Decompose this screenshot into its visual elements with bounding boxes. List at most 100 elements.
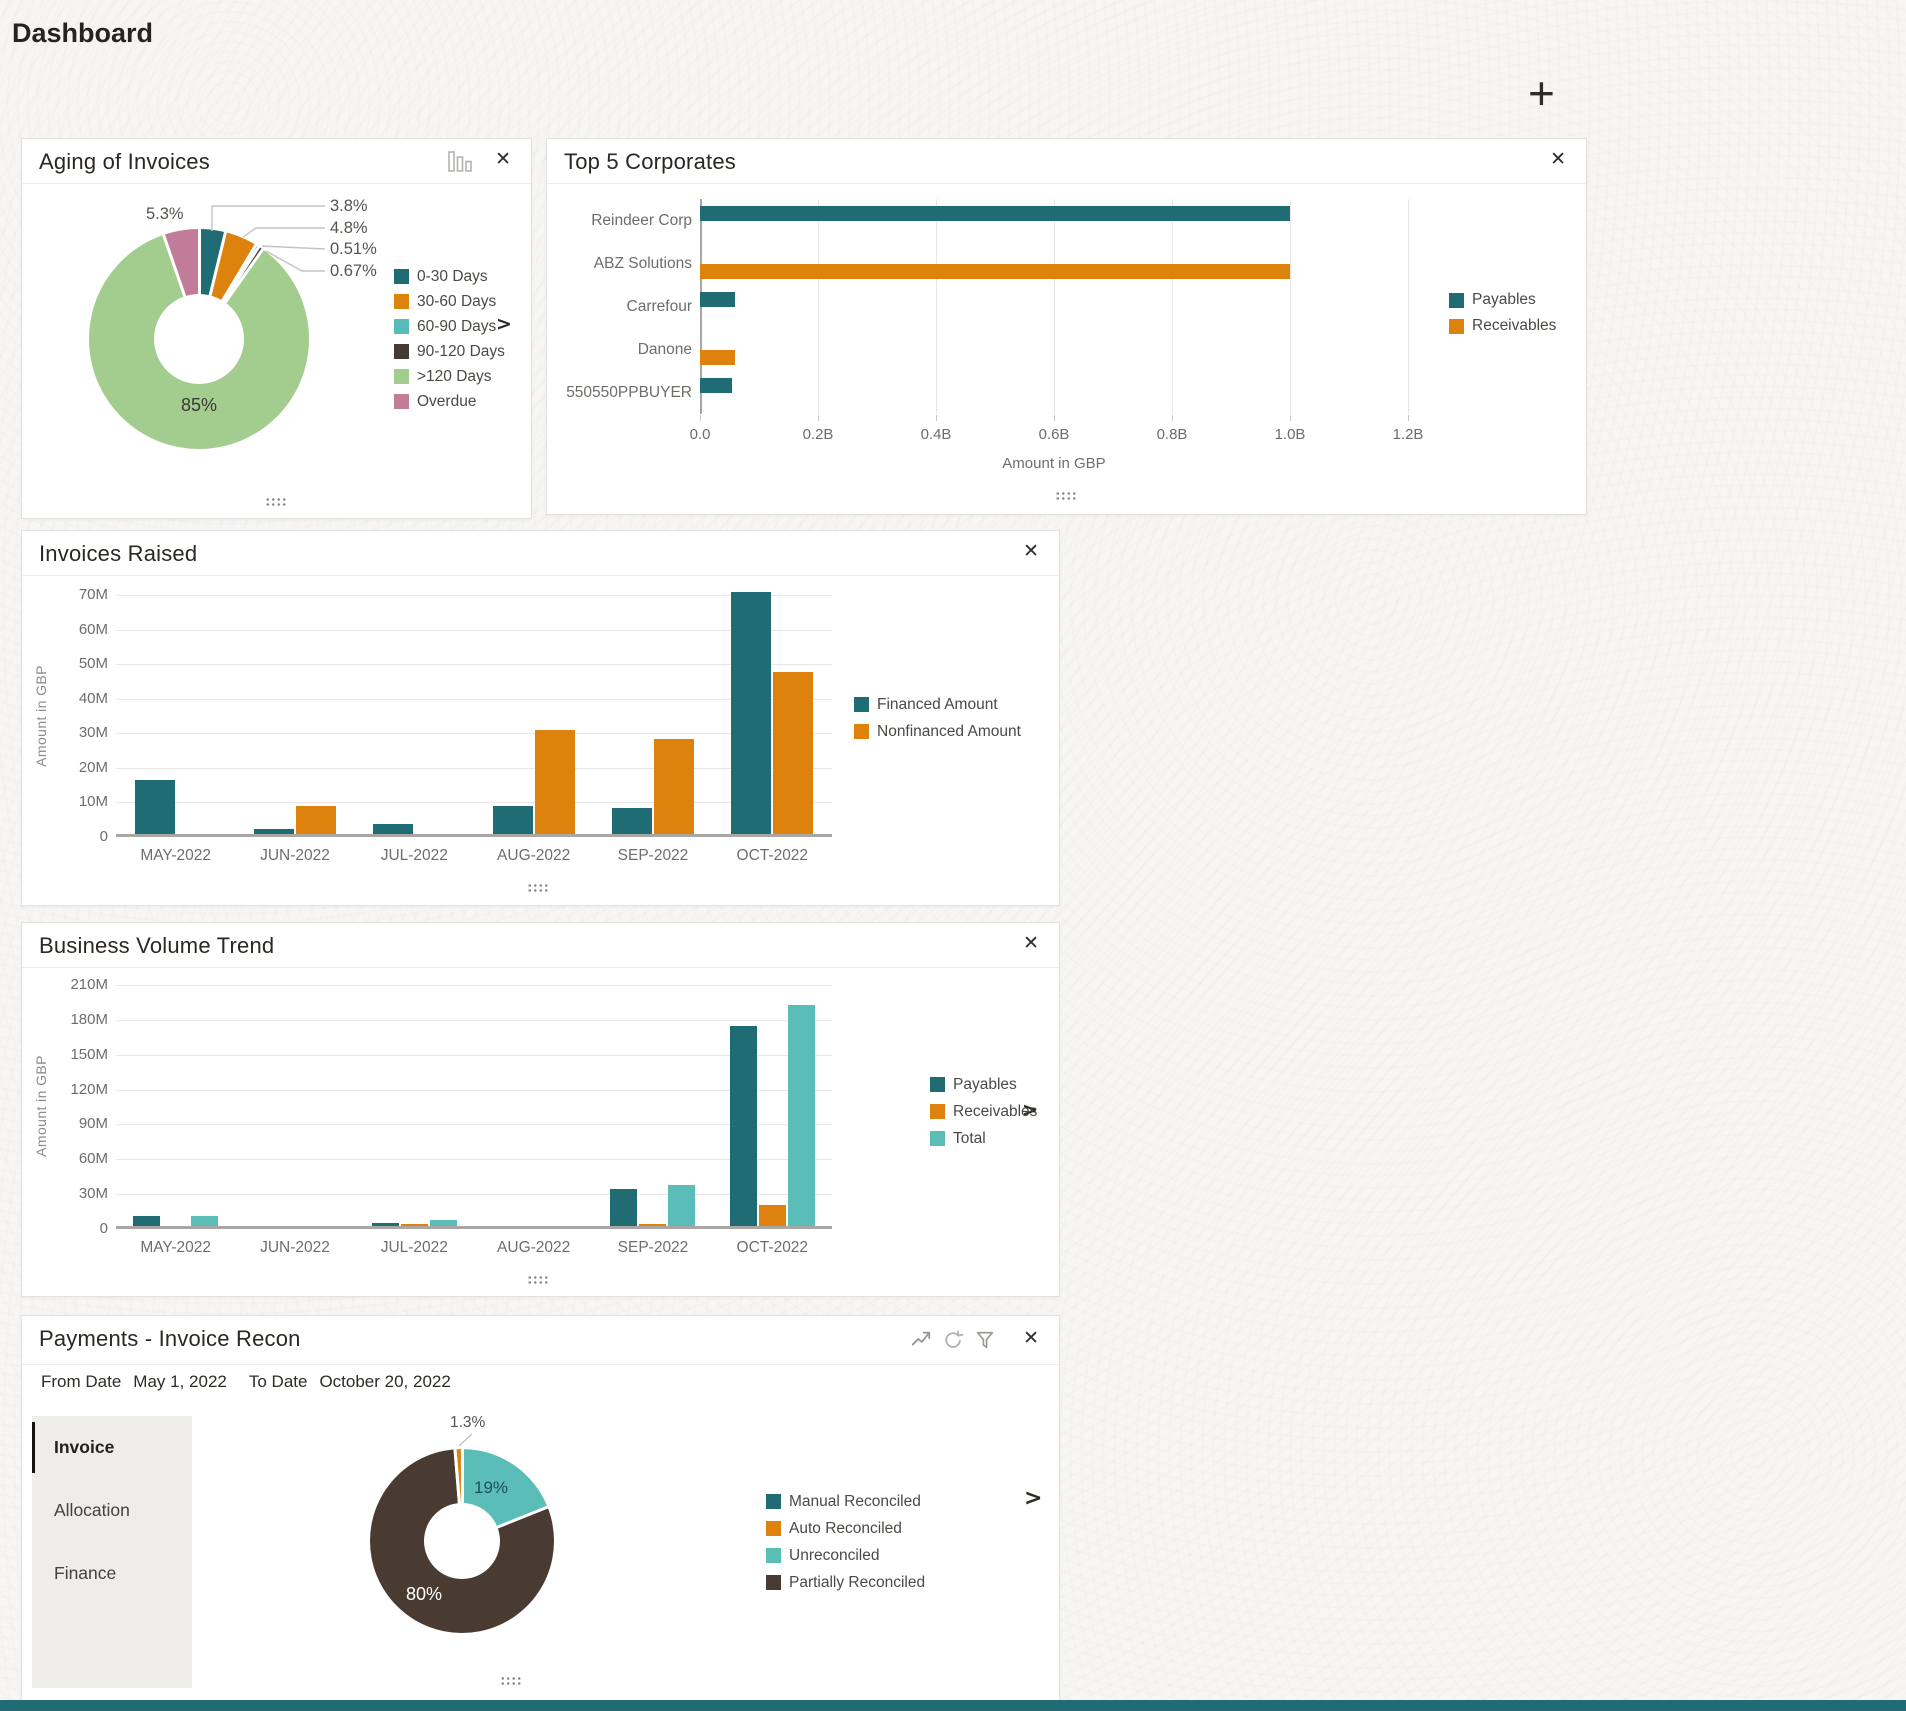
legend-item-overdue[interactable]: Overdue <box>394 389 505 414</box>
legend-item-payables[interactable]: Payables <box>1449 287 1556 313</box>
top5-bar-chart[interactable] <box>700 199 1409 414</box>
legend-item-partially-reconciled[interactable]: Partially Reconciled <box>766 1569 925 1596</box>
legend-item-90-120-days[interactable]: 90-120 Days <box>394 339 505 364</box>
bar-oct-2022-financed-amount[interactable] <box>731 592 772 834</box>
bar-550550ppbuyer-payables[interactable] <box>700 377 732 393</box>
aging-donut-chart[interactable] <box>89 229 309 449</box>
x-tick-label: 0.2B <box>802 426 834 443</box>
gridline <box>1408 199 1409 414</box>
add-widget-button[interactable]: + <box>1528 67 1555 119</box>
bar-jul-2022-payables[interactable] <box>371 1223 399 1226</box>
drag-handle[interactable] <box>527 1275 549 1285</box>
y-tick-label: 0 <box>99 1220 108 1237</box>
trend-line-icon[interactable] <box>909 1329 933 1356</box>
legend-next-chevron[interactable]: > <box>1022 1099 1038 1121</box>
legend-swatch <box>930 1077 945 1092</box>
legend-item-0-30-days[interactable]: 0-30 Days <box>394 264 505 289</box>
legend-label: Overdue <box>417 392 477 410</box>
close-icon[interactable]: ✕ <box>495 149 511 170</box>
legend-item-receivables[interactable]: Receivables <box>930 1098 1037 1125</box>
close-icon[interactable]: ✕ <box>1023 541 1039 562</box>
bar-oct-2022-nonfinanced-amount[interactable] <box>773 672 814 834</box>
card-invoices-raised: Invoices Raised ✕ Amount in GBP 70M 60M 50… <box>21 530 1060 906</box>
category-label-550550ppbuyer: 550550PPBUYER <box>566 383 692 401</box>
drag-handle[interactable] <box>265 497 287 507</box>
legend-item-unreconciled[interactable]: Unreconciled <box>766 1542 925 1569</box>
bar-aug-2022-nonfinanced-amount[interactable] <box>534 730 575 834</box>
drag-handle[interactable] <box>527 883 549 893</box>
to-date-value[interactable]: October 20, 2022 <box>319 1372 451 1391</box>
panel-next-chevron[interactable]: > <box>1024 1486 1043 1511</box>
gridline <box>936 199 937 414</box>
legend-next-chevron[interactable]: > <box>496 313 512 335</box>
tab-invoice[interactable]: Invoice <box>32 1416 192 1479</box>
drag-handle[interactable] <box>1055 491 1077 501</box>
invoices-bar-chart[interactable] <box>116 592 832 837</box>
from-date-value[interactable]: May 1, 2022 <box>133 1372 227 1391</box>
drag-handle[interactable] <box>500 1676 522 1686</box>
refresh-icon[interactable] <box>941 1329 965 1356</box>
legend-item-30-60-days[interactable]: 30-60 Days <box>394 289 505 314</box>
card-top-5-corporates: Top 5 Corporates ✕ Reindeer Corp ABZ Solu… <box>546 138 1587 515</box>
bar-may-2022-total[interactable] <box>191 1216 219 1226</box>
bar-may-2022-payables[interactable] <box>133 1216 161 1226</box>
legend-label: >120 Days <box>417 367 492 385</box>
bar-carrefour-payables[interactable] <box>700 291 735 307</box>
legend-swatch <box>930 1131 945 1146</box>
y-tick-label: 10M <box>78 793 108 811</box>
to-date-label: To Date <box>248 1372 308 1391</box>
card-header: Aging of Invoices ✕ <box>22 139 531 184</box>
x-category-label: JUN-2022 <box>260 847 330 864</box>
legend-item-total[interactable]: Total <box>930 1125 1037 1152</box>
tab-allocation[interactable]: Allocation <box>54 1500 130 1520</box>
gridline <box>116 629 832 631</box>
legend-item-auto-reconciled[interactable]: Auto Reconciled <box>766 1515 925 1542</box>
donut-hole <box>154 294 244 384</box>
bar-oct-2022-receivables[interactable] <box>758 1205 786 1226</box>
gridline <box>116 664 832 666</box>
bar-reindeer-corp-payables[interactable] <box>700 205 1290 221</box>
x-category-label: JUL-2022 <box>380 847 448 864</box>
tab-finance[interactable]: Finance <box>54 1563 117 1583</box>
bar-oct-2022-total[interactable] <box>787 1005 815 1226</box>
legend-item-payables[interactable]: Payables <box>930 1071 1037 1098</box>
legend-label: Partially Reconciled <box>789 1573 926 1591</box>
bar-jul-2022-total[interactable] <box>429 1220 457 1226</box>
card-payments-invoice-recon: Payments - Invoice Recon ✕ From Date May… <box>21 1315 1060 1702</box>
close-icon[interactable]: ✕ <box>1550 149 1566 170</box>
bar-sep-2022-receivables[interactable] <box>639 1224 667 1226</box>
bar-sep-2022-total[interactable] <box>668 1185 696 1226</box>
legend-item-nonfinanced-amount[interactable]: Nonfinanced Amount <box>854 718 1021 745</box>
close-icon[interactable]: ✕ <box>1023 933 1039 954</box>
bar-danone-receivables[interactable] <box>700 349 735 365</box>
bar-aug-2022-financed-amount[interactable] <box>492 806 533 834</box>
bar-oct-2022-payables[interactable] <box>729 1026 757 1226</box>
legend-item-receivables[interactable]: Receivables <box>1449 313 1556 339</box>
category-label-reindeer-corp: Reindeer Corp <box>591 211 692 229</box>
legend-swatch <box>394 319 409 334</box>
bar-jun-2022-financed-amount[interactable] <box>253 829 294 834</box>
close-icon[interactable]: ✕ <box>1023 1328 1039 1349</box>
bar-sep-2022-nonfinanced-amount[interactable] <box>653 739 694 834</box>
legend-item-manual-reconciled[interactable]: Manual Reconciled <box>766 1488 925 1515</box>
bar-jul-2022-financed-amount[interactable] <box>373 824 414 834</box>
payments-donut-chart[interactable] <box>370 1448 554 1633</box>
chart-type-switch-icon[interactable] <box>447 150 473 178</box>
card-title: Business Volume Trend <box>39 933 275 958</box>
bar-abz-solutions-receivables[interactable] <box>700 263 1290 279</box>
legend-swatch <box>766 1548 781 1563</box>
legend-item-60-90-days[interactable]: 60-90 Days <box>394 314 505 339</box>
legend-item-financed-amount[interactable]: Financed Amount <box>854 691 1021 718</box>
x-tick-label: 0.0 <box>689 426 711 443</box>
bar-jun-2022-nonfinanced-amount[interactable] <box>295 806 336 834</box>
bar-may-2022-financed-amount[interactable] <box>134 780 175 834</box>
volume-x-labels: MAY-2022 JUN-2022 JUL-2022 AUG-2022 SEP-2022… <box>116 1239 832 1257</box>
card-header: Top 5 Corporates ✕ <box>547 139 1586 184</box>
bar-sep-2022-financed-amount[interactable] <box>611 808 652 834</box>
bar-jul-2022-receivables[interactable] <box>400 1224 428 1226</box>
legend-item-120-days[interactable]: >120 Days <box>394 364 505 389</box>
x-axis-line <box>116 1226 832 1229</box>
bar-sep-2022-payables[interactable] <box>610 1189 638 1226</box>
filter-icon[interactable] <box>973 1329 997 1356</box>
volume-bar-chart[interactable] <box>116 985 832 1229</box>
